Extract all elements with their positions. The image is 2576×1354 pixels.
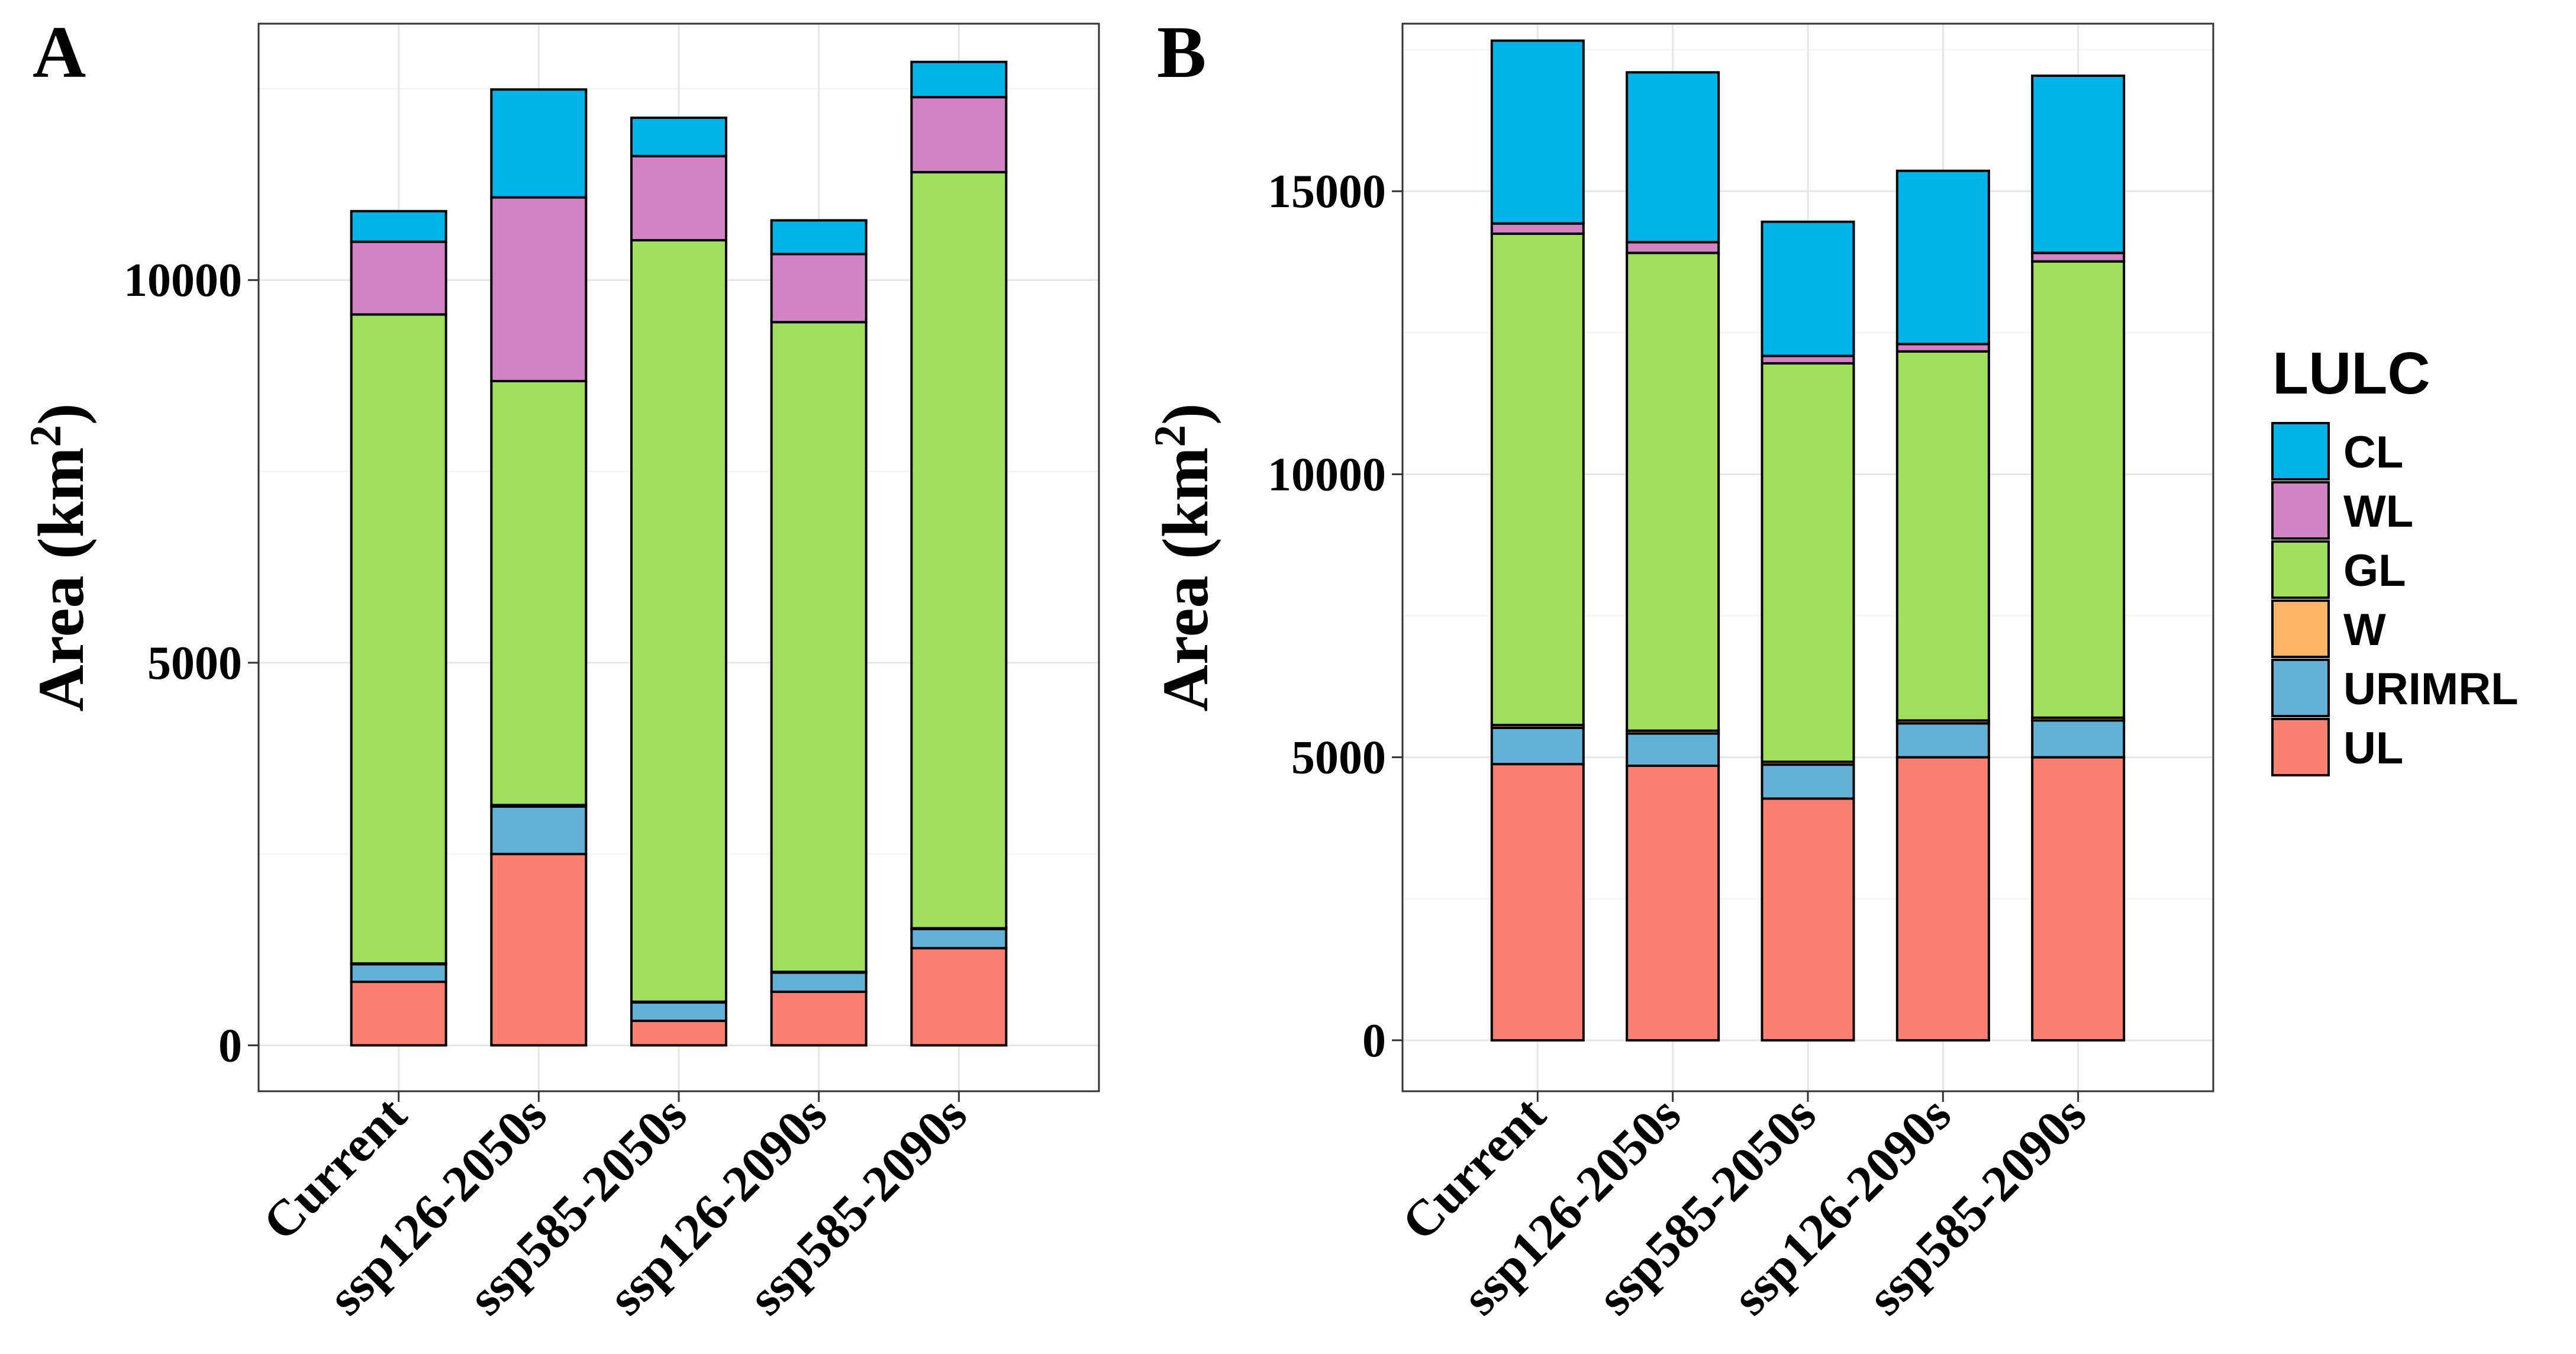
panel-b-bar-ssp126-2090s-ul [1895, 756, 1990, 1042]
panel-a-y-axis-title: Area (km2) [21, 403, 97, 711]
panel-a-bar-ssp126-2090s-urimrl [770, 971, 868, 993]
legend-key-w [2271, 599, 2330, 658]
panel-b-bar-ssp126-2050s-gl [1626, 252, 1720, 732]
panel-a-bar-current-gl [350, 313, 447, 965]
legend: LULC CL WL GL W URIMRL UL [2271, 340, 2519, 776]
panel-b-bar-ssp126-2090s-urimrl [1895, 722, 1990, 759]
panel-b-bar-ssp126-2050s-ul [1626, 765, 1720, 1042]
panel-a-bar-ssp126-2050s-wl [490, 196, 588, 382]
legend-title: LULC [2272, 340, 2430, 407]
panel-b-y-tick-label: 15000 [1268, 166, 1386, 218]
panel-a-bar-ssp585-2090s-gl [910, 170, 1008, 930]
panel-a-bar-ssp126-2050s-ul [490, 853, 588, 1047]
panel-b-bar-current-urimrl [1490, 726, 1585, 766]
legend-label-ul: UL [2343, 723, 2403, 773]
legend-label-urimrl: URIMRL [2343, 664, 2519, 714]
panel-a-bar-ssp126-2050s-urimrl [490, 805, 588, 856]
panel-b-bar-current-wl [1490, 222, 1585, 235]
panel-a-y-tick-label: 5000 [147, 637, 242, 689]
panel-b-letter: B [1157, 12, 1206, 94]
panel-b-bar-ssp585-2090s-wl [2031, 252, 2126, 263]
legend-label-cl: CL [2343, 427, 2403, 478]
panel-a-y-tick-label: 10000 [124, 254, 242, 307]
panel-a-bar-ssp585-2050s-ul [630, 1020, 727, 1047]
panel-b-y-ticks: 0 5000 10000 15000 [1268, 166, 1403, 1067]
panel-a-bar-ssp585-2050s-gl [630, 238, 727, 1003]
panel-b-bar-current-ul [1490, 763, 1585, 1042]
panel-a-bar-ssp126-2090s-wl [770, 253, 868, 324]
panel-b-bar-ssp585-2090s-gl [2031, 260, 2126, 719]
panel-a-bar-ssp585-2050s-urimrl [630, 1001, 727, 1023]
legend-key-wl [2271, 481, 2330, 540]
panel-a-bar-ssp585-2090s-cl [910, 60, 1008, 99]
legend-label-wl: WL [2343, 486, 2413, 537]
panel-a-bar-ssp126-2090s-gl [770, 321, 868, 973]
panel-b-bar-ssp585-2050s-gl [1761, 362, 1855, 763]
panel-b-y-tick-label: 0 [1362, 1015, 1386, 1067]
panel-a-letter: A [33, 12, 86, 94]
panel-b-bars [1490, 39, 2126, 1042]
panel-b-bar-ssp585-2050s-urimrl [1761, 763, 1855, 800]
panel-a-bar-current-ul [350, 981, 447, 1047]
panel-b-bar-current-gl [1490, 232, 1585, 727]
legend-key-ul [2271, 718, 2330, 776]
panel-a-bar-current-urimrl [350, 963, 447, 984]
panel-a-bar-ssp585-2050s-cl [630, 117, 727, 157]
panel-b-bar-ssp585-2050s-cl [1761, 220, 1855, 357]
panel-b-bar-ssp126-2050s-cl [1626, 71, 1720, 244]
legend-items: CL WL GL W URIMRL UL [2271, 422, 2519, 776]
panel-a-bars [350, 60, 1008, 1047]
panel-b-bar-ssp585-2090s-urimrl [2031, 719, 2126, 759]
panel-a-bar-ssp585-2090s-urimrl [910, 927, 1008, 950]
legend-label-gl: GL [2343, 546, 2406, 596]
panel-a-bar-ssp585-2090s-ul [910, 947, 1008, 1047]
panel-b-bar-ssp585-2050s-ul [1761, 797, 1855, 1042]
panel-b-bar-ssp585-2090s-ul [2031, 756, 2126, 1042]
panel-b-bar-ssp126-2050s-urimrl [1626, 732, 1720, 768]
panel-a-bar-current-wl [350, 240, 447, 316]
panel-b-bar-ssp126-2050s-wl [1626, 241, 1720, 254]
legend-label-w: W [2343, 605, 2386, 655]
legend-key-gl [2271, 540, 2330, 599]
panel-b-bar-current-cl [1490, 39, 1585, 225]
panel-b-y-tick-label: 5000 [1291, 732, 1386, 784]
panel-b-bar-ssp126-2090s-cl [1895, 169, 1990, 346]
panel-a-bar-ssp585-2050s-wl [630, 154, 727, 241]
panel-a-bar-ssp126-2050s-gl [490, 379, 588, 807]
legend-key-cl [2271, 422, 2330, 481]
panel-a-y-tick-label: 0 [218, 1020, 242, 1072]
panel-b-bar-ssp126-2090s-gl [1895, 350, 1990, 722]
panel-b-y-axis-title: Area (km2) [1146, 403, 1221, 711]
panel-a-bar-ssp126-2090s-ul [770, 990, 868, 1047]
panel-a-y-ticks: 0 5000 10000 [124, 254, 259, 1072]
panel-b-bar-ssp585-2090s-cl [2031, 75, 2126, 254]
panel-a-bar-current-cl [350, 209, 447, 243]
panel-a-bar-ssp126-2050s-cl [490, 88, 588, 199]
panel-a-bar-ssp585-2090s-wl [910, 96, 1008, 173]
panel-a-bar-ssp126-2090s-cl [770, 219, 868, 256]
legend-key-urimrl [2271, 659, 2330, 717]
panel-b-y-tick-label: 10000 [1268, 449, 1386, 501]
